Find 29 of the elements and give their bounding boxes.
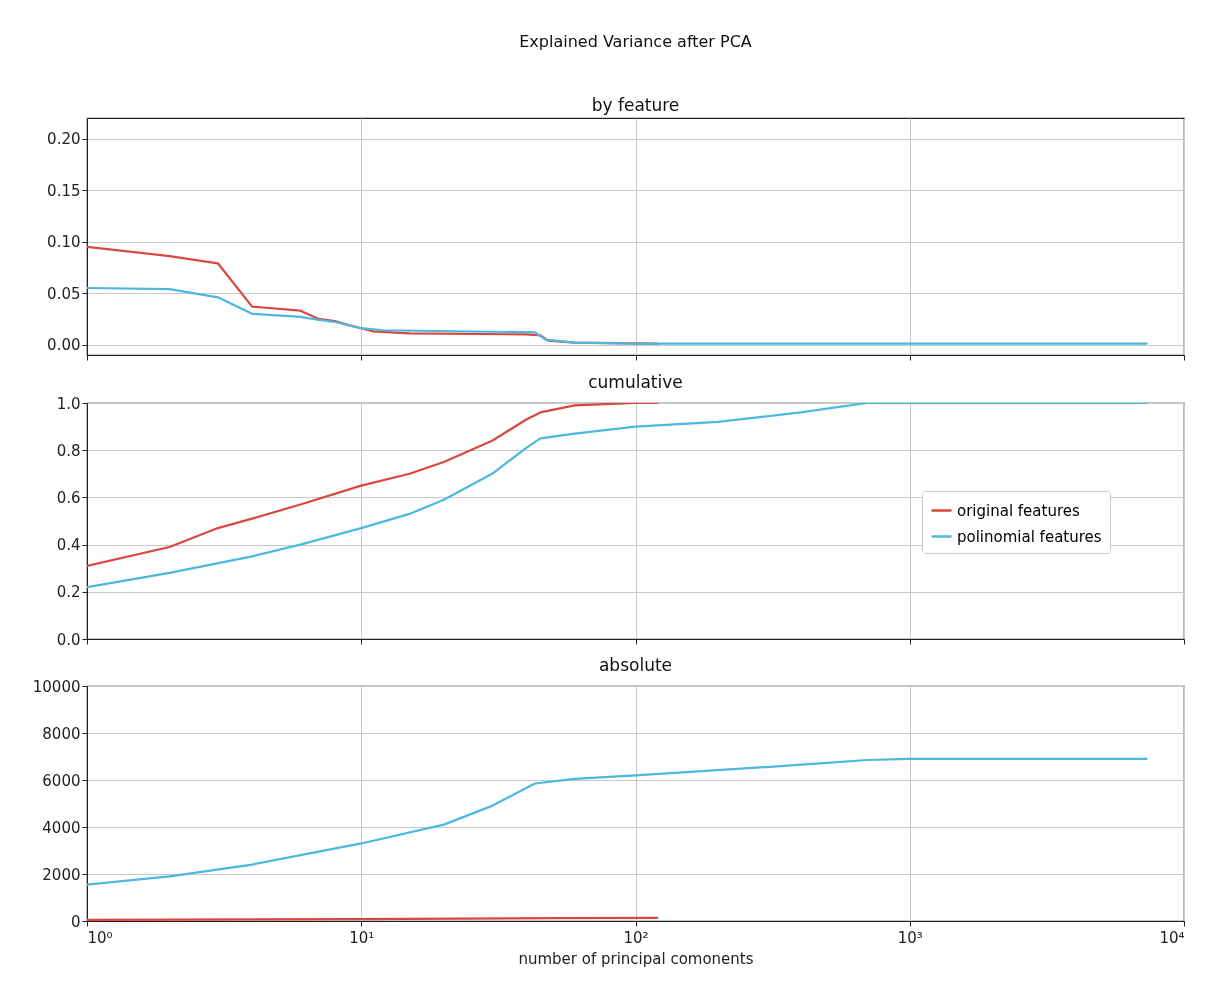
x-tick-label: 10⁴ bbox=[1159, 928, 1185, 947]
legend-label: polinomial features bbox=[957, 527, 1102, 546]
y-tick-label: 0.05 bbox=[47, 284, 81, 303]
y-tick-label: 0.00 bbox=[47, 336, 81, 355]
x-tick-label: 10³ bbox=[897, 928, 923, 947]
y-tick-label: 10000 bbox=[32, 677, 81, 696]
y-tick-label: 0.6 bbox=[56, 488, 81, 507]
chart-title: absolute bbox=[598, 655, 673, 675]
y-tick-label: 2000 bbox=[42, 865, 81, 884]
legend-label: original features bbox=[957, 501, 1080, 520]
y-tick-label: 0.4 bbox=[56, 536, 81, 555]
y-tick-label: 0.8 bbox=[56, 441, 81, 460]
x-tick-label: 10² bbox=[623, 928, 649, 947]
y-tick-label: 6000 bbox=[42, 771, 81, 790]
y-tick-label: 8000 bbox=[42, 724, 81, 743]
chart-title: Explained Variance after PCA bbox=[519, 32, 752, 51]
y-tick-label: 0.0 bbox=[56, 630, 81, 649]
y-tick-label: 0.2 bbox=[56, 583, 81, 602]
y-tick-label: 4000 bbox=[42, 818, 81, 837]
x-tick-label: 10¹ bbox=[349, 928, 375, 947]
y-tick-label: 0.20 bbox=[47, 130, 81, 149]
y-tick-label: 0.10 bbox=[47, 233, 81, 252]
x-axis-title: number of principal comonents bbox=[518, 949, 754, 968]
y-tick-label: 0 bbox=[70, 912, 81, 931]
y-tick-label: 0.15 bbox=[47, 181, 81, 200]
chart-title: cumulative bbox=[588, 372, 683, 392]
chart-subtitle: by feature bbox=[591, 95, 680, 115]
x-tick-label: 10⁰ bbox=[87, 928, 113, 947]
y-tick-label: 1.0 bbox=[56, 394, 81, 413]
